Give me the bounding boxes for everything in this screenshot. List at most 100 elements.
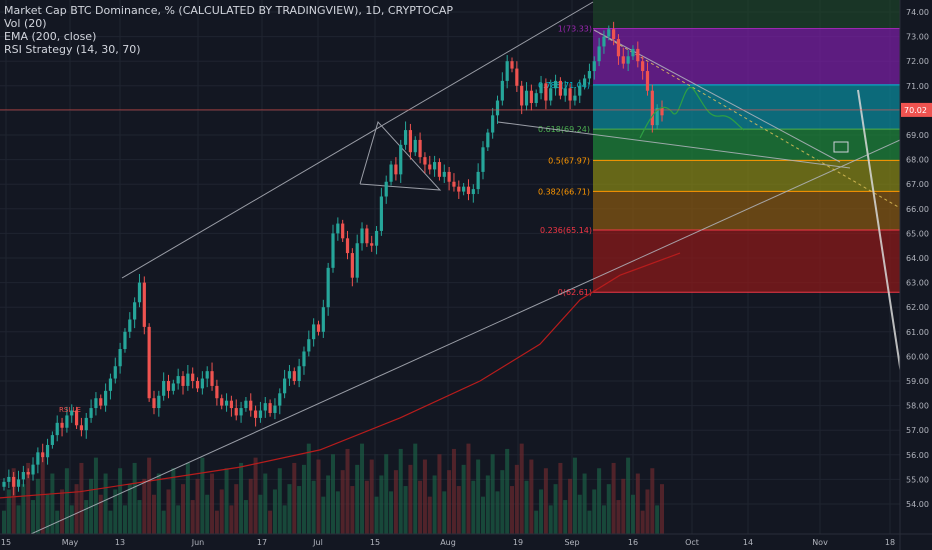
- volume-bar: [151, 494, 156, 534]
- volume-bar: [626, 457, 631, 534]
- candle-body: [45, 444, 50, 458]
- volume-bar: [50, 473, 55, 534]
- candle-body: [26, 472, 30, 475]
- candle-body: [244, 400, 248, 409]
- volume-bar: [287, 484, 292, 534]
- candle-body: [573, 95, 577, 101]
- y-tick-label: 54.00: [906, 500, 929, 509]
- y-tick-label: 61.00: [906, 328, 929, 337]
- volume-bar: [364, 480, 369, 534]
- x-tick-label: 17: [257, 538, 267, 547]
- volume-bar: [655, 505, 660, 534]
- candle-body: [99, 398, 103, 406]
- candle-body: [36, 452, 40, 465]
- candle-body: [447, 171, 451, 182]
- upper-channel-line: [121, 1, 594, 279]
- volume-bar: [519, 443, 524, 534]
- x-tick-label: 16: [628, 538, 638, 547]
- volume-bar: [118, 468, 123, 534]
- candle-body: [94, 398, 98, 409]
- y-tick-label: 73.00: [906, 33, 929, 42]
- volume-bar: [113, 489, 118, 534]
- volume-bar: [340, 470, 345, 534]
- candle-body: [171, 383, 175, 391]
- candle-body: [650, 90, 654, 126]
- volume-bar: [427, 496, 432, 534]
- volume-bar: [451, 448, 456, 534]
- x-tick-label: 19: [513, 538, 523, 547]
- rsi-strategy-label: RSI Strategy (14, 30, 70): [4, 43, 141, 56]
- candle-body: [195, 381, 200, 389]
- candle-body: [108, 378, 113, 391]
- fib-zone-top: [593, 0, 900, 29]
- volume-bar: [577, 494, 582, 534]
- candle-body: [437, 162, 442, 177]
- volume-bar: [485, 475, 490, 534]
- volume-bar: [553, 484, 558, 534]
- volume-bar: [321, 496, 326, 534]
- volume-bar: [253, 457, 258, 534]
- volume-bar: [181, 484, 186, 534]
- candle-body: [181, 376, 185, 386]
- volume-bar: [432, 475, 437, 534]
- volume-bar: [205, 494, 210, 534]
- chart-legend: Market Cap BTC Dominance, % (CALCULATED …: [4, 4, 453, 56]
- time-axis-bg: [0, 534, 932, 550]
- volume-bar: [369, 459, 374, 534]
- volume-bar: [263, 473, 268, 534]
- candle-body: [16, 479, 21, 487]
- volume-bar: [142, 478, 147, 534]
- y-tick-label: 64.00: [906, 254, 929, 263]
- volume-bar: [108, 510, 113, 534]
- candle-body: [578, 85, 582, 96]
- volume-bar: [630, 494, 635, 534]
- candle-body: [147, 326, 151, 399]
- volume-bar: [214, 510, 219, 534]
- candle-body: [220, 398, 224, 406]
- candle-body: [374, 230, 379, 246]
- candle-body: [365, 228, 369, 244]
- candle-body: [491, 115, 495, 133]
- volume-bar: [592, 489, 597, 534]
- fib-zone: [593, 160, 900, 192]
- volume-bar: [466, 443, 471, 534]
- fib-zone: [593, 84, 900, 130]
- candle-body: [403, 130, 408, 145]
- candle-body: [510, 61, 514, 69]
- volume-bar: [534, 510, 539, 534]
- x-tick-label: Nov: [812, 538, 828, 547]
- candle-body: [607, 29, 611, 37]
- candle-body: [534, 93, 538, 104]
- volume-bar: [568, 478, 573, 534]
- candle-body: [520, 85, 524, 106]
- candle-body: [278, 393, 282, 406]
- candle-body: [133, 302, 137, 320]
- candle-body: [524, 90, 529, 106]
- volume-bar: [248, 478, 253, 534]
- candle-body: [316, 324, 321, 332]
- candle-body: [205, 371, 209, 379]
- volume-bar: [660, 484, 664, 534]
- volume-bar: [539, 489, 544, 534]
- volume-bar: [384, 454, 389, 534]
- candle-body: [224, 400, 229, 406]
- volume-bar: [360, 443, 365, 534]
- x-tick-label: Jul: [312, 538, 323, 547]
- candle-body: [384, 181, 388, 197]
- volume-bar: [529, 459, 534, 534]
- candle-body: [229, 400, 233, 409]
- volume-bar: [166, 489, 171, 534]
- y-tick-label: 74.00: [906, 8, 929, 17]
- candle-body: [104, 390, 108, 406]
- volume-bar: [60, 489, 65, 534]
- volume-bar: [64, 468, 69, 534]
- volume-bar: [650, 468, 655, 534]
- volume-bar: [277, 468, 282, 534]
- volume-bar: [316, 459, 321, 534]
- volume-bar: [2, 510, 6, 534]
- x-tick-label: May: [62, 538, 79, 547]
- y-tick-label: 72.00: [906, 57, 929, 66]
- candle-body: [65, 415, 69, 428]
- volume-bar: [200, 457, 205, 534]
